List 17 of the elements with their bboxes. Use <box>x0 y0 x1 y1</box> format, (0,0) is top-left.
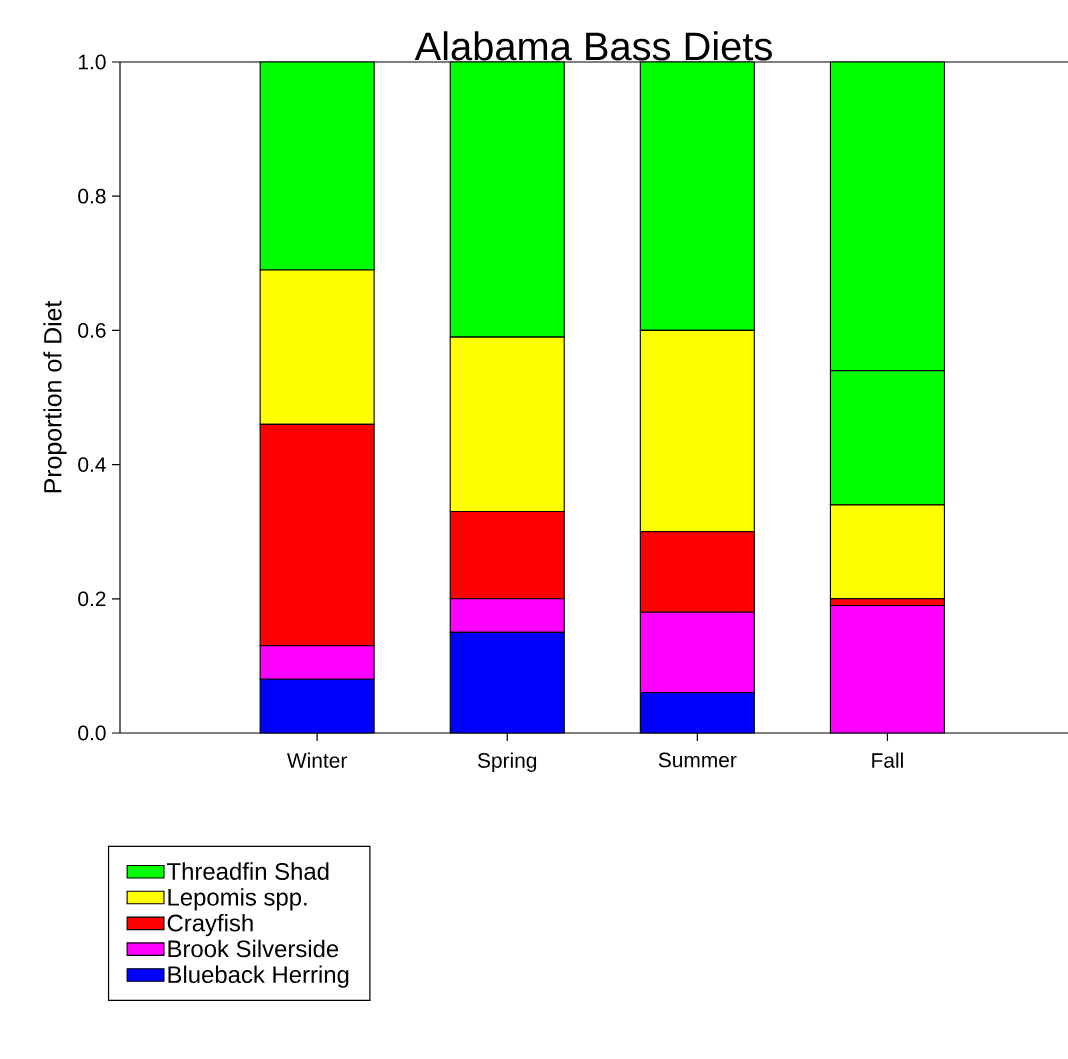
x-tick-label: Spring <box>477 752 537 773</box>
legend-label: Brook Silverside <box>168 939 339 958</box>
legend-label: Crayfish <box>167 913 253 937</box>
x-tick-label: Fall <box>872 752 903 768</box>
y-tick-label: 0.0 <box>78 725 106 741</box>
legend-label: Threadfin Shad <box>167 862 329 880</box>
chart-title: Alabama Bass Diets <box>414 31 772 61</box>
legend-label: Lepomis spp. <box>168 888 307 911</box>
legend-label: Blueback Herring <box>168 965 349 988</box>
y-tick-label: 0.4 <box>78 457 106 473</box>
y-tick-label: 0.6 <box>78 322 106 338</box>
y-tick-label: 0.2 <box>78 591 106 607</box>
x-tick-label: Winter <box>287 752 348 768</box>
y-tick-label: 0.8 <box>78 188 106 204</box>
x-tick-label: Summer <box>658 752 737 768</box>
y-axis-title: Proportion of Diet <box>43 300 67 493</box>
y-tick-label: 1.0 <box>78 54 106 70</box>
